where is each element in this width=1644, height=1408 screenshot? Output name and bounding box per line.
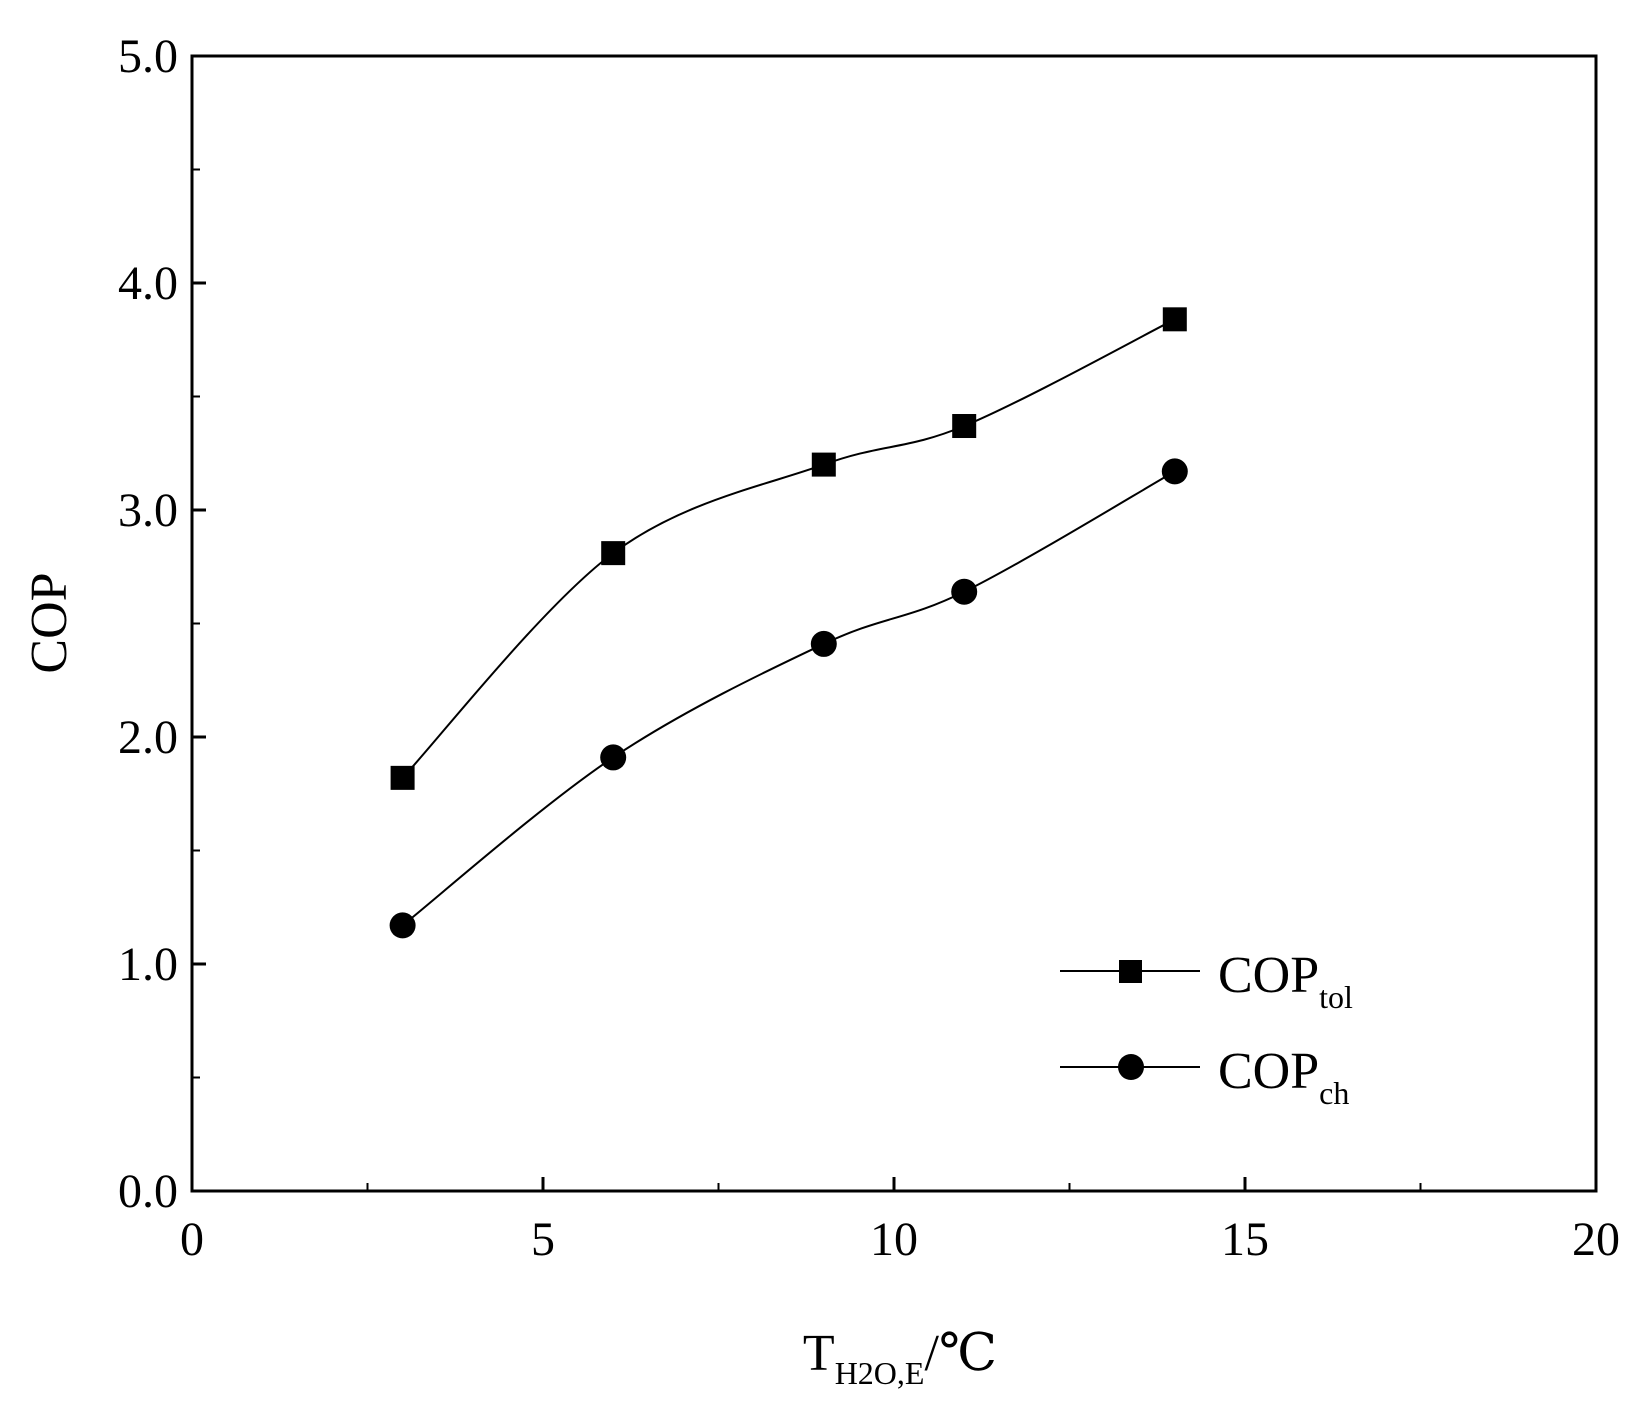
data-point-COPtol: [390, 765, 415, 790]
data-point-COPch: [1161, 458, 1188, 485]
x-tick-label: 20: [1572, 1213, 1620, 1266]
y-tick-label: 4.0: [118, 257, 178, 310]
data-point-COPch: [810, 630, 837, 657]
data-point-COPtol: [1162, 307, 1187, 332]
series-layer: [389, 307, 1188, 939]
x-tick-labels: 0 5 10 15 20: [180, 1213, 1620, 1266]
data-point-COPch: [389, 912, 416, 939]
y-tick-label: 0.0: [118, 1165, 178, 1218]
series-line-COPtol: [401, 318, 1176, 779]
legend-label-ch-sub: ch: [1319, 1075, 1349, 1111]
legend-label-ch: COPch: [1218, 1043, 1349, 1111]
legend-marker-square: [1119, 960, 1142, 983]
legend-label-ch-main: COP: [1218, 1043, 1319, 1100]
y-tick-labels: 0.0 1.0 2.0 3.0 4.0 5.0: [118, 30, 178, 1218]
legend: COPtol COPch: [1060, 947, 1353, 1111]
axis-ticks: [190, 54, 1598, 1193]
y-tick-label: 5.0: [118, 30, 178, 83]
data-point-COPch: [600, 744, 627, 771]
plot-frame: [190, 54, 1598, 1193]
y-tick-label: 1.0: [118, 938, 178, 991]
x-axis-title-subscript: H2O,E: [835, 1355, 925, 1391]
y-tick-label: 3.0: [118, 484, 178, 537]
x-tick-label: 15: [1221, 1213, 1269, 1266]
y-tick-label: 2.0: [118, 711, 178, 764]
legend-label-tol-main: COP: [1218, 947, 1319, 1004]
data-point-COPch: [951, 578, 978, 605]
legend-label-tol-sub: tol: [1319, 979, 1353, 1015]
x-tick-label: 0: [180, 1213, 204, 1266]
legend-label-tol: COPtol: [1218, 947, 1353, 1015]
x-tick-label: 10: [870, 1213, 918, 1266]
legend-marker-circle: [1118, 1054, 1144, 1080]
x-axis-title-unit: /℃: [924, 1325, 997, 1382]
data-point-COPtol: [811, 452, 836, 477]
x-axis-title: TH2O,E/℃: [803, 1325, 997, 1391]
x-tick-label: 5: [531, 1213, 555, 1266]
data-point-COPtol: [952, 414, 977, 439]
data-point-COPtol: [601, 541, 626, 566]
x-axis-title-main: T: [803, 1325, 835, 1382]
y-axis-title: COP: [21, 572, 78, 673]
series-line-COPch: [401, 470, 1176, 927]
